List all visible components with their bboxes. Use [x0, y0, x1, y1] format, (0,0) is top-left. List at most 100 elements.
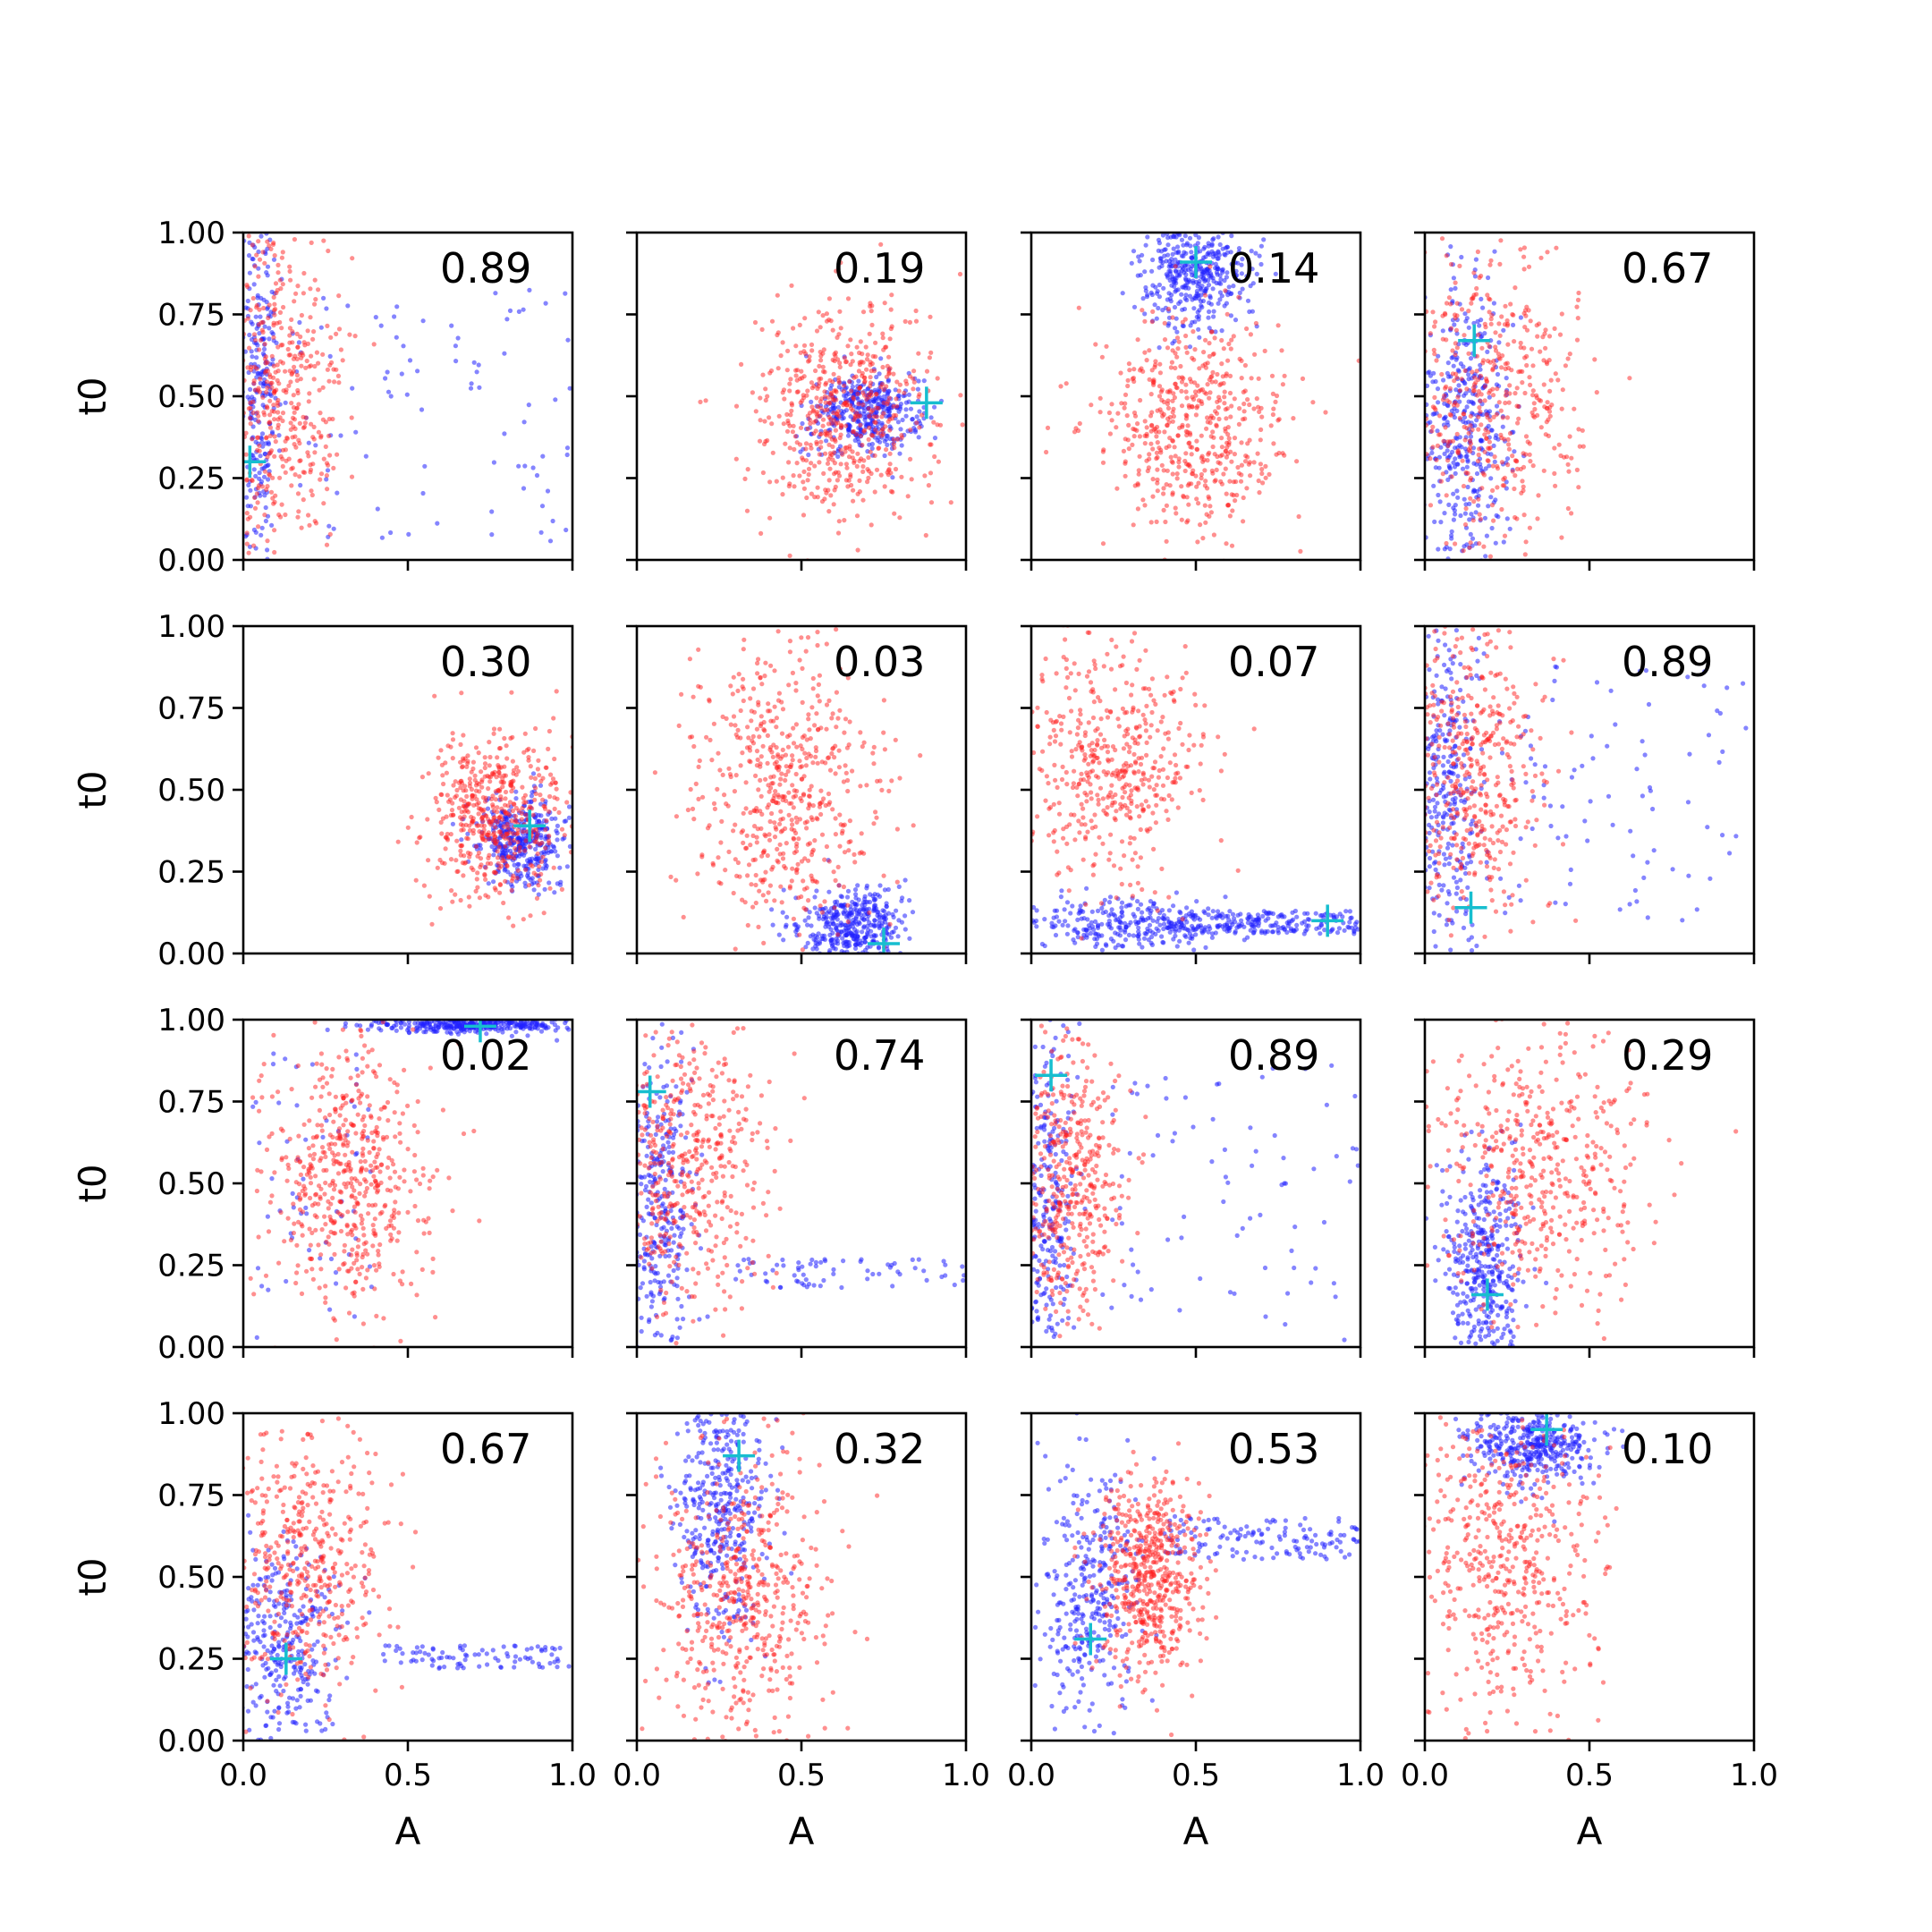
red-point: [1225, 502, 1231, 508]
red-point: [1184, 395, 1190, 401]
red-point: [290, 465, 295, 470]
blue-point: [1453, 456, 1458, 462]
red-point: [438, 792, 444, 797]
red-point: [1225, 358, 1231, 363]
red-point: [237, 412, 242, 417]
red-point: [1526, 308, 1531, 313]
red-point: [843, 449, 848, 454]
true-value-marker: [243, 445, 267, 479]
blue-point: [895, 419, 902, 425]
red-point: [290, 340, 295, 345]
blue-point: [383, 376, 388, 381]
red-point: [931, 419, 936, 425]
red-point: [450, 899, 455, 904]
blue-point: [1471, 320, 1477, 326]
red-point: [1516, 416, 1521, 421]
red-point: [1142, 433, 1148, 438]
red-point: [1131, 522, 1136, 528]
red-point: [765, 394, 770, 399]
red-point: [801, 513, 807, 518]
blue-point: [1485, 349, 1490, 354]
blue-point: [845, 433, 852, 438]
red-point: [273, 439, 278, 445]
red-point: [838, 447, 843, 453]
blue-point: [543, 857, 548, 863]
red-point: [787, 553, 792, 558]
red-point: [479, 784, 485, 790]
red-point: [252, 264, 258, 269]
blue-point: [838, 923, 843, 928]
red-point: [298, 334, 303, 340]
red-point: [1514, 466, 1521, 472]
blue-point: [1441, 377, 1446, 383]
blue-point: [871, 908, 877, 913]
red-point: [436, 807, 442, 813]
blue-point: [1211, 314, 1216, 319]
red-point: [1397, 369, 1402, 374]
blue-point: [871, 933, 877, 938]
red-point: [293, 291, 299, 296]
blue-point: [1487, 409, 1493, 414]
blue-point: [1465, 484, 1470, 490]
blue-point: [827, 957, 832, 962]
red-point: [1269, 373, 1275, 378]
red-point: [1207, 450, 1212, 455]
red-point: [263, 369, 268, 374]
red-point: [530, 812, 536, 818]
blue-point: [435, 521, 440, 526]
red-point: [1151, 379, 1157, 385]
blue-point: [263, 504, 268, 511]
blue-point: [827, 948, 833, 953]
blue-point: [259, 440, 265, 445]
blue-point: [819, 954, 824, 959]
blue-point: [1445, 477, 1451, 483]
red-point: [559, 826, 565, 832]
red-point: [520, 805, 525, 811]
blue-point: [854, 902, 860, 907]
red-point: [887, 462, 893, 467]
red-point: [458, 822, 464, 827]
blue-point: [1466, 399, 1471, 404]
blue-point: [530, 771, 537, 776]
red-point: [493, 825, 498, 830]
blue-point: [489, 843, 495, 850]
red-point: [1527, 375, 1532, 380]
red-point: [1430, 445, 1436, 450]
red-point: [1445, 458, 1451, 463]
red-point: [1552, 326, 1557, 331]
red-point: [1176, 456, 1182, 462]
red-point: [785, 420, 791, 426]
red-point: [1202, 483, 1208, 488]
red-point: [830, 457, 835, 462]
red-point: [1541, 382, 1546, 387]
red-point: [257, 257, 263, 262]
blue-point: [1250, 281, 1256, 286]
red-point: [1199, 476, 1204, 481]
red-point: [1192, 389, 1199, 394]
blue-point: [853, 930, 859, 936]
blue-point: [860, 929, 865, 935]
red-point: [1174, 476, 1180, 481]
red-point: [784, 411, 790, 417]
red-point: [469, 814, 474, 820]
blue-point: [338, 433, 343, 438]
red-point: [1403, 514, 1408, 519]
blue-point: [828, 927, 834, 932]
red-point: [275, 410, 281, 415]
blue-point: [902, 927, 908, 932]
blue-point: [542, 886, 547, 892]
blue-point: [265, 168, 269, 173]
red-point: [1496, 400, 1502, 405]
red-point: [492, 869, 497, 875]
blue-point: [522, 880, 528, 886]
red-point: [1488, 258, 1494, 263]
blue-point: [1207, 222, 1211, 226]
red-point: [822, 369, 827, 375]
blue-point: [1217, 297, 1223, 302]
red-point: [1500, 415, 1505, 420]
red-point: [1396, 410, 1401, 414]
red-point: [326, 248, 331, 254]
blue-point: [1216, 301, 1221, 306]
blue-point: [1184, 242, 1190, 248]
red-point: [1185, 462, 1191, 468]
